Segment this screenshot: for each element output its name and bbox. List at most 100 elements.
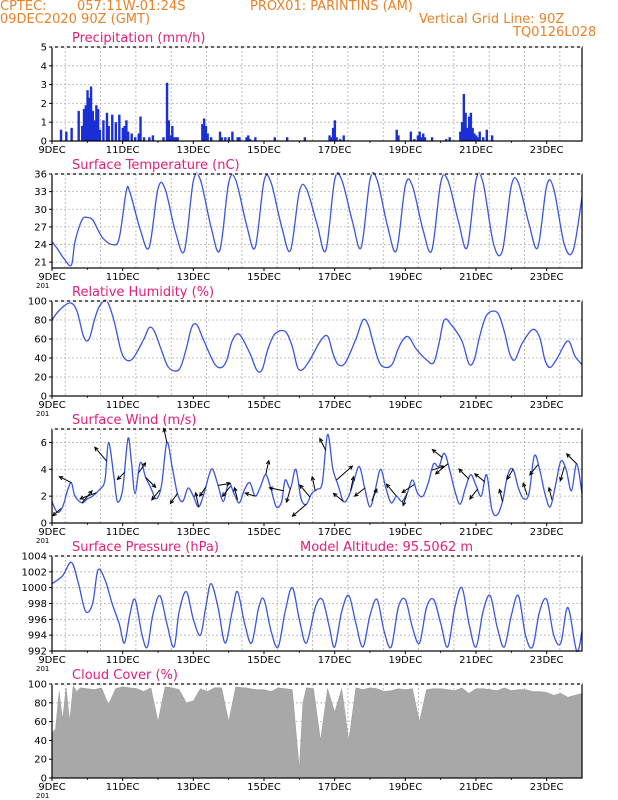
wind-arrow-head bbox=[285, 498, 290, 504]
precip-bar bbox=[169, 135, 172, 141]
wind-arrow bbox=[217, 482, 231, 486]
precip-bar bbox=[134, 137, 137, 141]
wind-arrow bbox=[234, 487, 238, 500]
x-year-fragment: 201 bbox=[36, 410, 49, 418]
x-tick-label: 11DEC bbox=[106, 655, 140, 666]
x-tick-label: 15DEC bbox=[247, 145, 281, 156]
precip-bar bbox=[93, 120, 96, 141]
precip-bar bbox=[238, 137, 241, 141]
x-tick-label: 13DEC bbox=[176, 145, 210, 156]
series-line bbox=[51, 433, 583, 517]
precip-bar bbox=[82, 109, 86, 141]
x-tick-label: 23DEC bbox=[530, 272, 564, 283]
x-tick-label: 15DEC bbox=[247, 527, 281, 538]
wind-arrow bbox=[81, 490, 93, 504]
precip-bar bbox=[89, 86, 93, 141]
precip-bar bbox=[416, 135, 420, 141]
precip-bar bbox=[107, 125, 110, 141]
precip-bar bbox=[176, 137, 179, 141]
panel-title: Surface Pressure (hPa) bbox=[72, 540, 219, 555]
wind-arrow-head bbox=[434, 470, 440, 475]
wind-arrow-head bbox=[498, 488, 503, 494]
y-tick-label: 994 bbox=[28, 631, 47, 642]
header-code: TQ0126L028 bbox=[513, 25, 597, 40]
precip-bar bbox=[165, 82, 169, 141]
wind-arrow-head bbox=[385, 483, 391, 489]
precip-bar bbox=[224, 137, 227, 141]
wind-arrow-head bbox=[291, 512, 297, 517]
panel-title: Relative Humidity (%) bbox=[72, 285, 214, 300]
precip-bar bbox=[88, 97, 91, 141]
wind-arrow bbox=[548, 487, 553, 500]
series-line bbox=[51, 561, 583, 653]
y-tick-label: 21 bbox=[34, 258, 47, 269]
precip-bar bbox=[273, 137, 276, 141]
precip-bar bbox=[227, 137, 231, 141]
panel-background bbox=[52, 301, 582, 396]
wind-arrow bbox=[299, 484, 311, 498]
wind-arrow-head bbox=[233, 486, 238, 492]
y-tick-label: 40 bbox=[34, 354, 47, 365]
precip-bar bbox=[333, 120, 337, 141]
x-tick-label: 17DEC bbox=[318, 272, 352, 283]
precip-bar bbox=[482, 137, 485, 141]
panel-title: Surface Temperature (nC) bbox=[72, 158, 240, 173]
precip-bar bbox=[77, 110, 80, 141]
wind-arrow-head bbox=[265, 459, 271, 465]
precip-bar bbox=[142, 137, 146, 141]
precip-bar bbox=[471, 127, 474, 141]
y-tick-label: 30 bbox=[34, 205, 47, 216]
x-tick-label: 17DEC bbox=[318, 527, 352, 538]
precip-bar bbox=[167, 120, 170, 141]
precip-bar bbox=[105, 112, 109, 141]
precip-bar bbox=[84, 105, 87, 141]
precip-bar bbox=[248, 139, 252, 141]
precip-bar bbox=[137, 133, 140, 141]
precip-bar bbox=[464, 112, 467, 141]
y-tick-label: 27 bbox=[34, 222, 47, 233]
panel-title: Precipitation (mm/h) bbox=[72, 31, 205, 46]
wind-arrow-head bbox=[151, 483, 157, 489]
x-tick-label: 9DEC bbox=[38, 400, 65, 411]
wind-arrow bbox=[566, 453, 578, 465]
x-tick-label: 13DEC bbox=[176, 400, 210, 411]
precip-bar bbox=[490, 135, 494, 141]
x-tick-label: 23DEC bbox=[530, 145, 564, 156]
x-tick-label: 11DEC bbox=[106, 145, 140, 156]
precip-bar bbox=[121, 127, 125, 141]
precip-bar bbox=[220, 137, 223, 141]
precip-bar bbox=[247, 135, 250, 141]
wind-arrow-head bbox=[565, 453, 571, 458]
precip-bar bbox=[330, 137, 333, 141]
x-year-fragment: 201 bbox=[36, 282, 49, 290]
wind-arrow bbox=[559, 466, 565, 481]
y-tick-label: 20 bbox=[34, 755, 47, 766]
header-location: PROX01: PARINTINS (AM) bbox=[250, 0, 413, 14]
wind-arrow bbox=[371, 488, 378, 502]
wind-arrow bbox=[138, 462, 146, 474]
wind-arrow-head bbox=[401, 488, 407, 494]
wind-arrow bbox=[499, 489, 503, 502]
y-tick-label: 2 bbox=[41, 492, 47, 503]
x-tick-label: 19DEC bbox=[388, 400, 422, 411]
y-tick-label: 998 bbox=[28, 599, 47, 610]
precip-bar bbox=[462, 94, 466, 141]
precip-bar bbox=[413, 139, 416, 141]
y-tick-label: 40 bbox=[34, 736, 47, 747]
precip-bar bbox=[285, 137, 289, 141]
y-tick-label: 3 bbox=[41, 80, 47, 91]
y-tick-label: 80 bbox=[34, 316, 47, 327]
y-tick-label: 6 bbox=[41, 438, 47, 449]
precip-bar bbox=[422, 133, 425, 141]
precip-bar bbox=[204, 125, 208, 141]
wind-arrow-head bbox=[431, 448, 437, 454]
x-tick-label: 19DEC bbox=[388, 272, 422, 283]
x-tick-label: 9DEC bbox=[38, 782, 65, 793]
series-line bbox=[51, 172, 583, 267]
precip-bar bbox=[148, 137, 151, 141]
precip-bar bbox=[328, 135, 331, 141]
y-tick-label: 80 bbox=[34, 698, 47, 709]
x-tick-label: 23DEC bbox=[530, 782, 564, 793]
wind-arrow bbox=[163, 428, 168, 443]
